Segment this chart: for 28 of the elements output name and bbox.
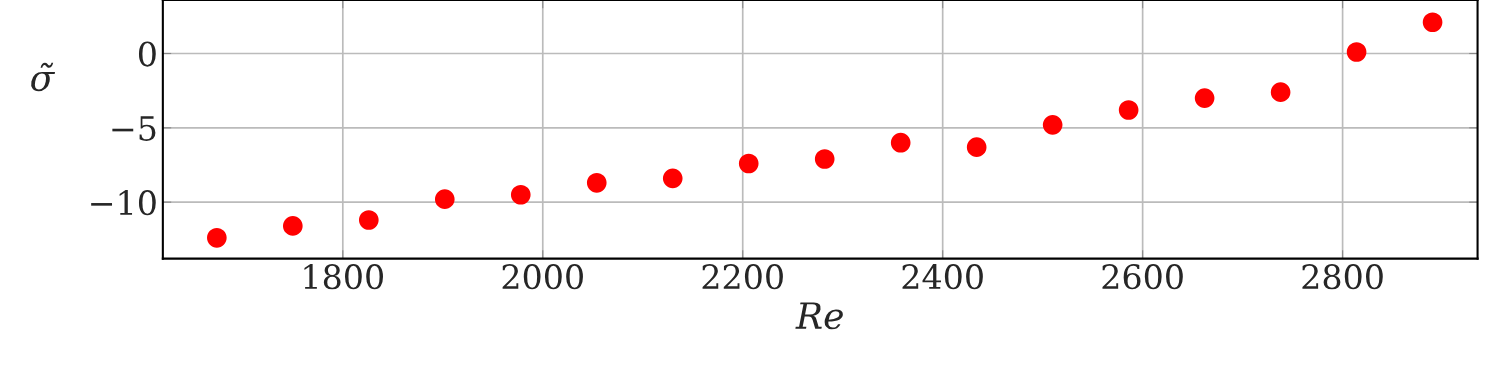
y-tick-label: −10 bbox=[91, 190, 156, 216]
x-tick-label: 2000 bbox=[502, 264, 583, 290]
point bbox=[738, 153, 759, 174]
point bbox=[1042, 115, 1063, 135]
point bbox=[1422, 12, 1443, 33]
point bbox=[586, 173, 607, 193]
point bbox=[966, 137, 987, 157]
point bbox=[207, 227, 227, 248]
x-tick-label: 2400 bbox=[902, 264, 983, 290]
y-tick-label: −5 bbox=[112, 116, 156, 141]
point bbox=[890, 132, 911, 153]
point bbox=[434, 189, 455, 209]
point bbox=[1118, 100, 1139, 120]
x-tick-label: 2800 bbox=[1302, 264, 1383, 290]
x-axis-title: Re bbox=[795, 302, 843, 330]
y-axis-title: σ̃ bbox=[31, 62, 56, 92]
point bbox=[662, 168, 683, 189]
point bbox=[1270, 82, 1291, 102]
point bbox=[510, 184, 531, 205]
point bbox=[814, 149, 835, 169]
y-tick-label: 0 bbox=[138, 41, 156, 67]
x-tick-label: 2200 bbox=[702, 264, 783, 290]
point bbox=[1194, 88, 1215, 108]
point bbox=[1346, 42, 1367, 62]
x-tick-label: 1800 bbox=[304, 264, 384, 290]
x-tick-label: 2600 bbox=[1102, 264, 1183, 290]
point bbox=[283, 216, 303, 236]
point bbox=[358, 210, 379, 230]
